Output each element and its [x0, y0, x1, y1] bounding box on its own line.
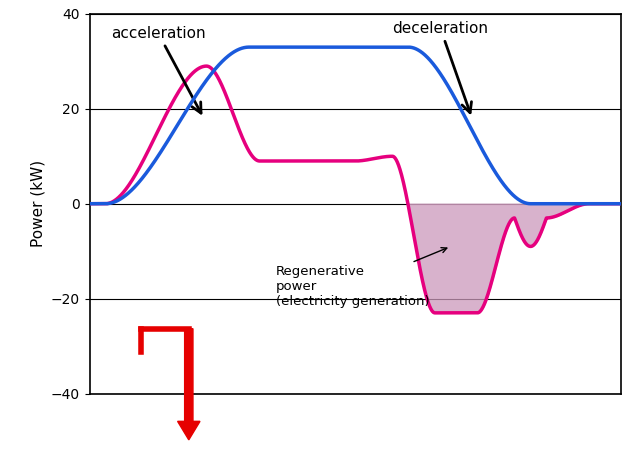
Text: Reusing regenerative
power: Reusing regenerative power [105, 408, 359, 453]
Text: Regenerative
power
(electricity generation): Regenerative power (electricity generati… [275, 248, 447, 308]
Text: deceleration: deceleration [392, 21, 488, 113]
Text: acceleration: acceleration [111, 25, 205, 113]
Y-axis label: Power (kW): Power (kW) [30, 160, 45, 247]
